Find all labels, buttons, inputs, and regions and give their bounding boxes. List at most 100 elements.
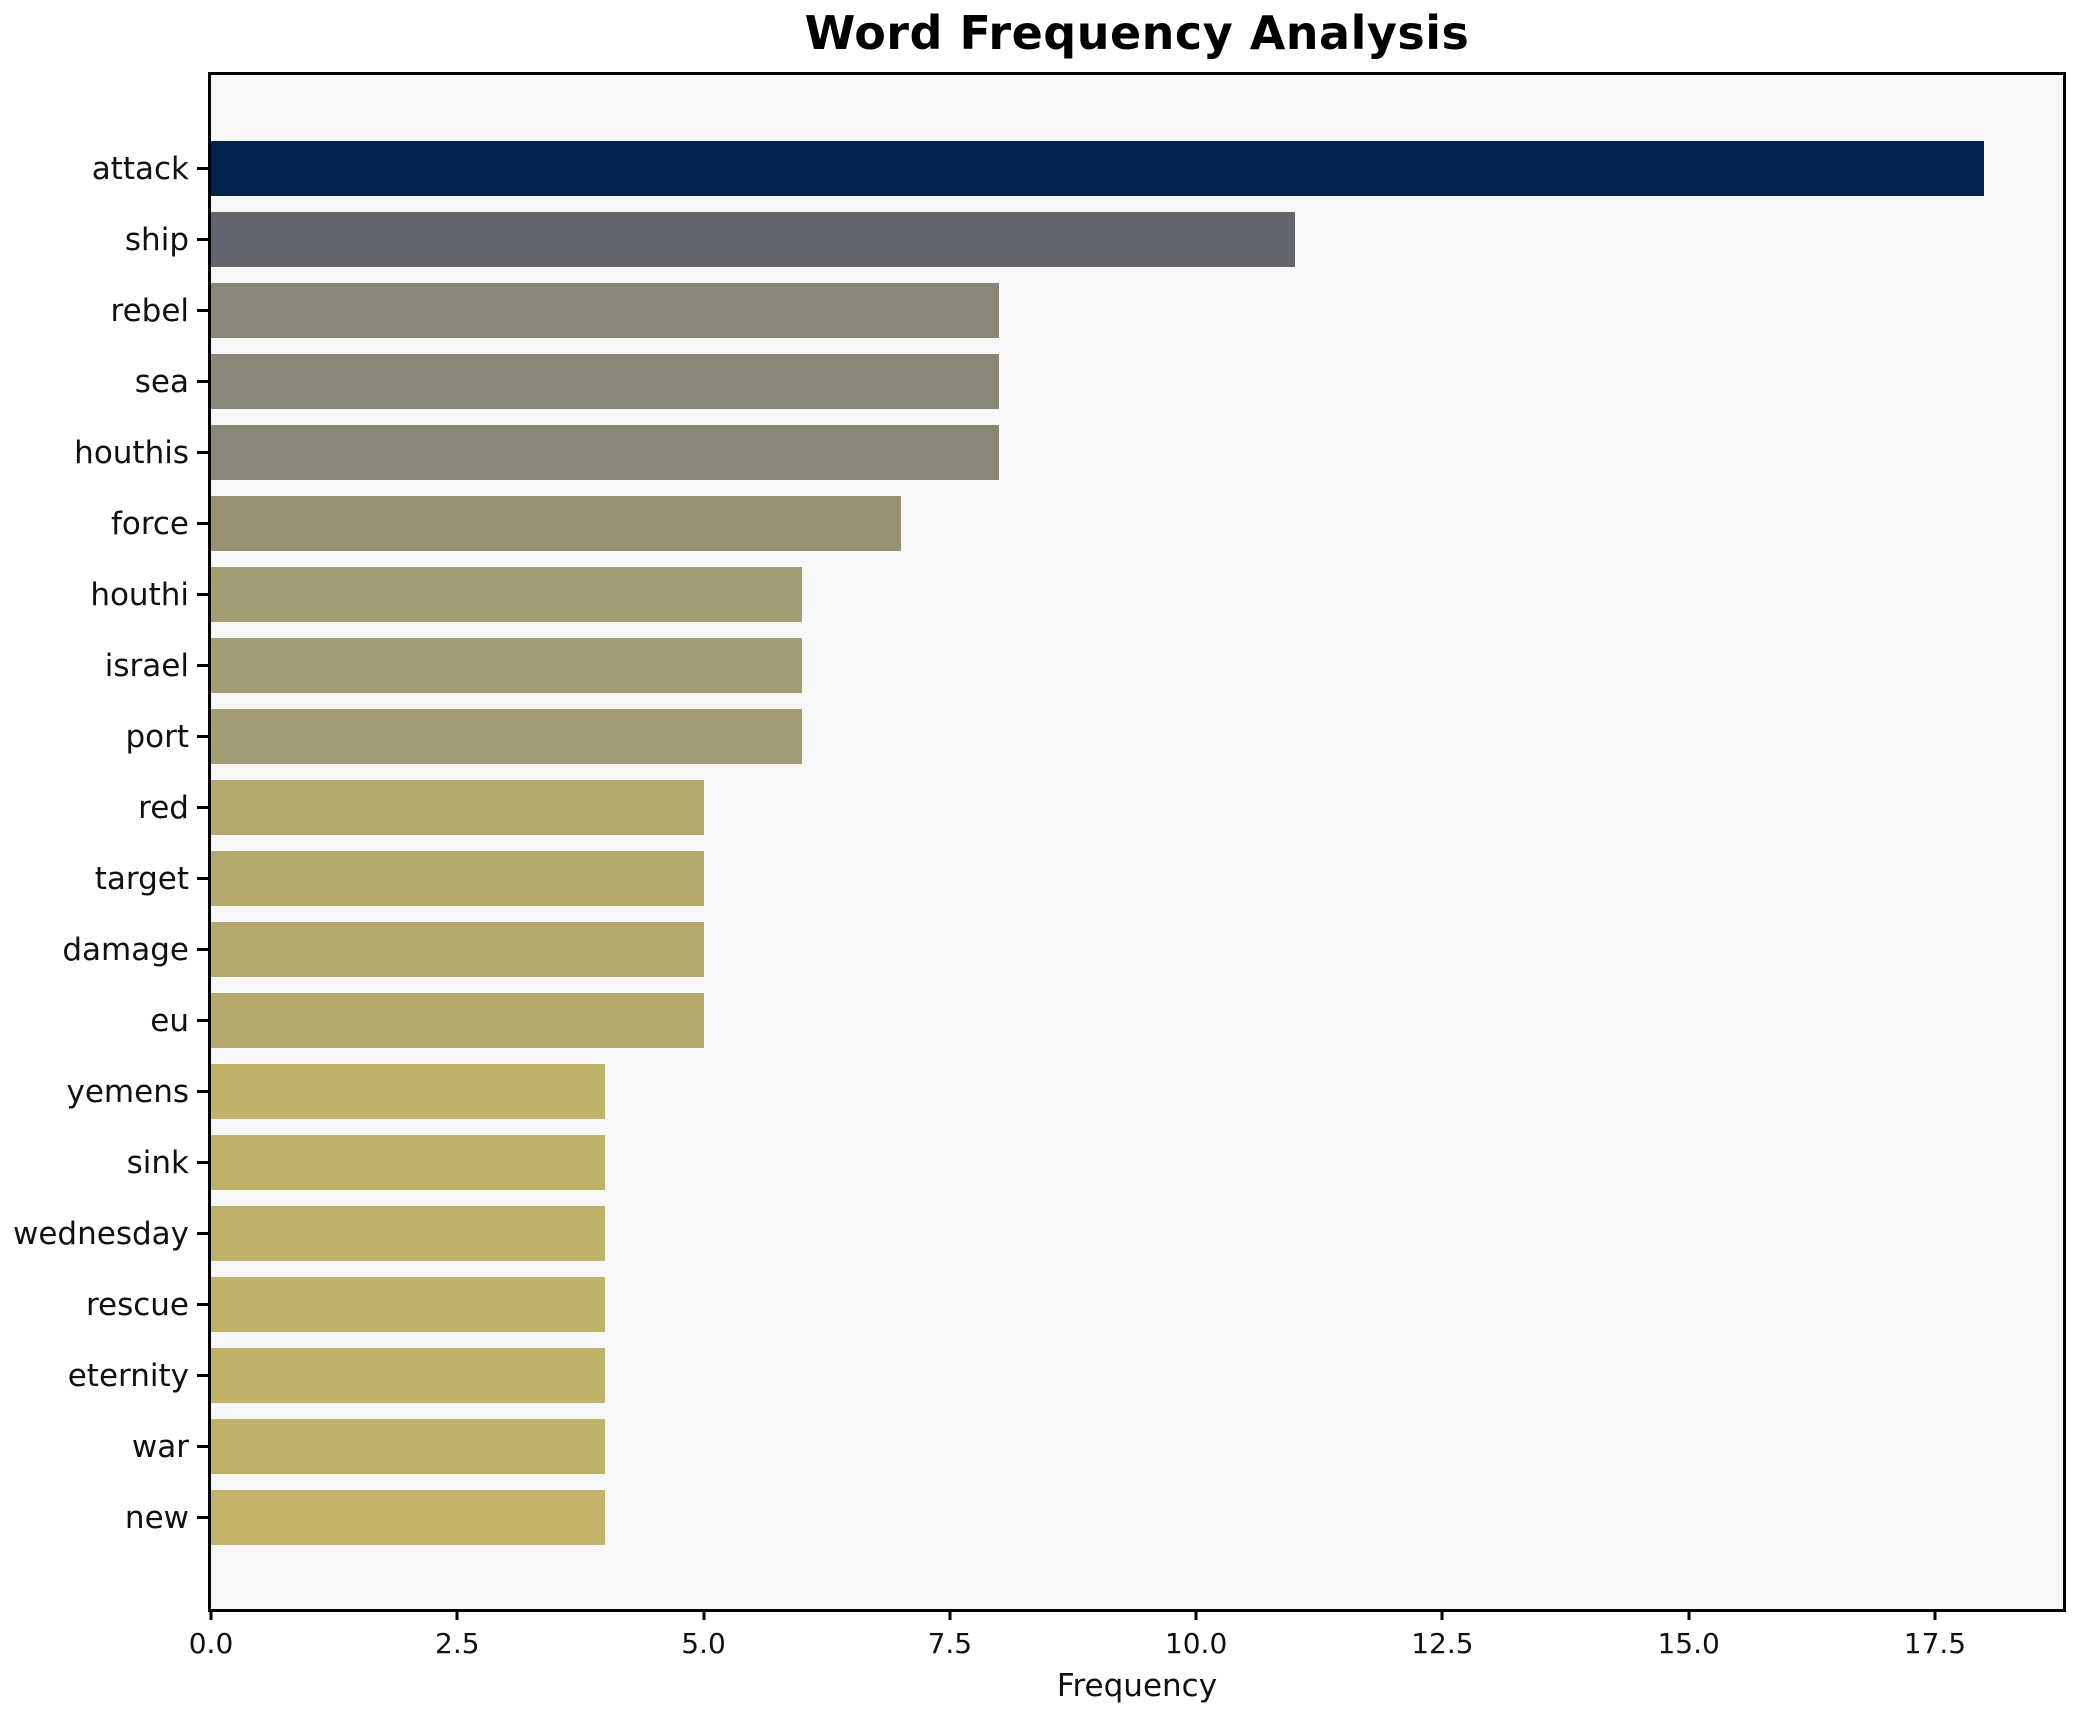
y-tick-mark-wednesday	[197, 1232, 208, 1235]
y-tick-mark-damage	[197, 948, 208, 951]
bar-row-rescue: rescue	[86, 1277, 2063, 1332]
plot-area: attack ship rebel sea houthis force houthi isra…	[13, 72, 2066, 1660]
bar-ship	[211, 212, 1295, 267]
x-tick-label-5.0: 5.0	[681, 1627, 726, 1660]
y-tick-mark-force	[197, 522, 208, 525]
bar-rescue	[211, 1277, 606, 1332]
bar-eternity	[211, 1348, 606, 1403]
y-tick-label-eu: eu	[150, 1002, 189, 1039]
y-tick-mark-rescue	[197, 1303, 208, 1306]
y-tick-label-ship: ship	[124, 221, 189, 258]
y-tick-mark-houthis	[197, 451, 208, 454]
bar-row-houthis: houthis	[74, 425, 2063, 480]
bar-row-damage: damage	[62, 922, 2063, 977]
y-tick-label-sink: sink	[126, 1144, 189, 1181]
y-tick-label-red: red	[138, 789, 189, 826]
bar-row-rebel: rebel	[111, 283, 2063, 338]
y-tick-mark-attack	[197, 167, 208, 170]
x-tick-label-17.5: 17.5	[1903, 1627, 1967, 1660]
y-tick-mark-ship	[197, 238, 208, 241]
y-tick-mark-houthi	[197, 593, 208, 596]
bar-port	[211, 709, 803, 764]
bar-row-target: target	[95, 851, 2063, 906]
x-tick-mark-7.5	[948, 1609, 952, 1620]
bar-row-new: new	[125, 1490, 2063, 1545]
bar-houthis	[211, 425, 1000, 480]
bar-damage	[211, 922, 704, 977]
bars-container: attack ship rebel sea houthis force houthi isra…	[13, 75, 2063, 1609]
bar-row-sink: sink	[127, 1135, 2063, 1190]
bar-wednesday	[211, 1206, 606, 1261]
bar-eu	[211, 993, 704, 1048]
y-tick-label-yemens: yemens	[66, 1073, 190, 1110]
y-tick-mark-israel	[197, 664, 208, 667]
y-tick-mark-war	[197, 1445, 208, 1448]
y-tick-mark-rebel	[197, 309, 208, 312]
y-tick-mark-eternity	[197, 1374, 208, 1377]
y-tick-mark-red	[197, 806, 208, 809]
bar-row-yemens: yemens	[67, 1064, 2063, 1119]
y-tick-label-rescue: rescue	[85, 1286, 189, 1323]
bar-row-houthi: houthi	[90, 567, 2063, 622]
y-tick-label-eternity: eternity	[67, 1357, 189, 1394]
x-tick-mark-0.0	[209, 1609, 213, 1620]
bar-row-eu: eu	[150, 993, 2063, 1048]
x-tick-label-7.5: 7.5	[927, 1627, 973, 1660]
x-tick-label-2.5: 2.5	[435, 1627, 480, 1660]
x-tick-mark-5.0	[702, 1609, 706, 1620]
x-tick-label-12.5: 12.5	[1411, 1627, 1474, 1660]
bar-row-port: port	[125, 709, 2063, 764]
y-tick-mark-port	[197, 735, 208, 738]
bar-attack	[211, 141, 1985, 196]
bar-row-red: red	[138, 780, 2063, 835]
bar-row-wednesday: wednesday	[13, 1206, 2063, 1261]
bar-target	[211, 851, 704, 906]
y-tick-label-houthis: houthis	[74, 434, 189, 471]
x-tick-mark-2.5	[455, 1609, 459, 1620]
bar-row-war: war	[132, 1419, 2063, 1474]
x-tick-mark-10.0	[1194, 1609, 1198, 1620]
x-tick-label-10.0: 10.0	[1164, 1627, 1228, 1660]
y-tick-label-new: new	[124, 1499, 189, 1536]
bar-row-sea: sea	[135, 354, 2063, 409]
y-tick-label-attack: attack	[91, 150, 189, 187]
y-tick-label-port: port	[125, 718, 189, 755]
bar-war	[211, 1419, 606, 1474]
x-tick-label-0.0: 0.0	[188, 1627, 234, 1660]
y-tick-label-houthi: houthi	[90, 576, 189, 613]
y-tick-label-damage: damage	[62, 931, 189, 968]
y-tick-label-sea: sea	[134, 363, 189, 400]
bar-sink	[211, 1135, 606, 1190]
bar-row-force: force	[111, 496, 2063, 551]
bar-row-eternity: eternity	[68, 1348, 2063, 1403]
y-tick-mark-eu	[197, 1019, 208, 1022]
bar-yemens	[211, 1064, 606, 1119]
bar-row-ship: ship	[125, 212, 2063, 267]
bar-israel	[211, 638, 803, 693]
x-axis-label: Frequency	[1056, 1668, 1218, 1704]
chart-title: Word Frequency Analysis	[804, 6, 1470, 60]
y-tick-label-rebel: rebel	[110, 292, 190, 329]
y-tick-label-target: target	[94, 860, 189, 897]
bar-rebel	[211, 283, 1000, 338]
y-tick-label-wednesday: wednesday	[13, 1215, 189, 1252]
y-tick-mark-target	[197, 877, 208, 880]
bar-houthi	[211, 567, 803, 622]
x-tick-mark-17.5	[1933, 1609, 1937, 1620]
bar-row-israel: israel	[105, 638, 2063, 693]
bar-red	[211, 780, 704, 835]
y-tick-label-israel: israel	[104, 647, 189, 684]
bar-new	[211, 1490, 606, 1545]
x-tick-mark-15.0	[1687, 1609, 1691, 1620]
y-tick-mark-yemens	[197, 1090, 208, 1093]
y-tick-mark-new	[197, 1516, 208, 1519]
y-tick-mark-sink	[197, 1161, 208, 1164]
bar-sea	[211, 354, 1000, 409]
x-tick-label-15.0: 15.0	[1657, 1627, 1720, 1660]
y-tick-label-war: war	[131, 1428, 189, 1465]
bar-row-attack: attack	[92, 141, 2063, 196]
bar-force	[211, 496, 901, 551]
x-tick-mark-12.5	[1440, 1609, 1444, 1620]
y-tick-mark-sea	[197, 380, 208, 383]
